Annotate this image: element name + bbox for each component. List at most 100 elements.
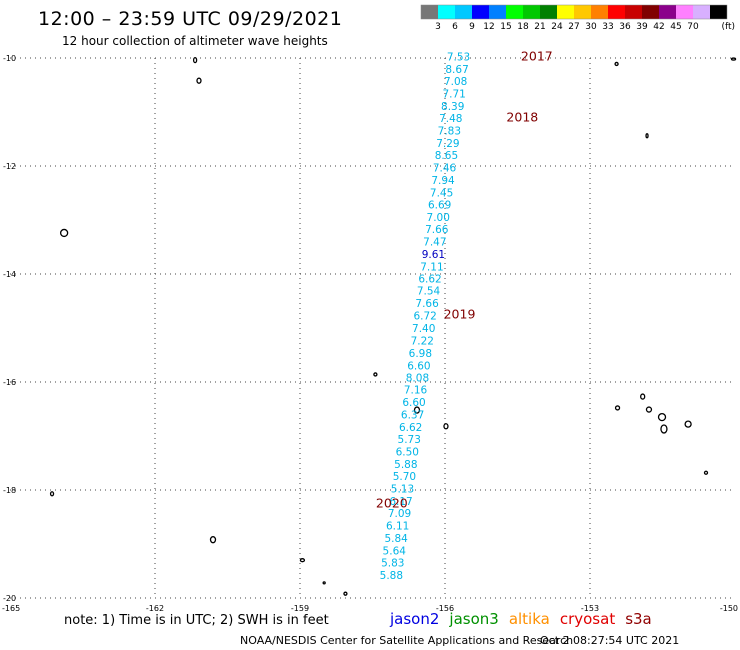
wave-height-value: 7.47 bbox=[423, 237, 446, 249]
color-scale-label: 3 bbox=[435, 22, 441, 32]
x-tick-label: -153 bbox=[581, 604, 599, 613]
y-tick-label: -16 bbox=[3, 378, 16, 387]
color-swatch bbox=[659, 5, 676, 19]
island bbox=[730, 57, 737, 61]
wave-height-value: 6.62 bbox=[418, 273, 441, 285]
color-swatch bbox=[608, 5, 625, 19]
color-swatch bbox=[557, 5, 574, 19]
wave-height-value: 7.11 bbox=[420, 261, 443, 273]
color-swatch bbox=[625, 5, 642, 19]
color-scale-label: 27 bbox=[568, 22, 579, 32]
satellite-s3a: s3a bbox=[625, 610, 652, 628]
wave-height-value: 7.45 bbox=[430, 187, 453, 199]
x-tick-label: -156 bbox=[436, 604, 454, 613]
wave-height-value: 9.61 bbox=[422, 249, 445, 261]
color-scale-label: 9 bbox=[469, 22, 475, 32]
island bbox=[645, 133, 649, 139]
y-tick-label: -10 bbox=[3, 54, 16, 63]
footer-credit-line: NOAA/NESDIS Center for Satellite Applica… bbox=[240, 634, 679, 647]
island bbox=[196, 77, 202, 84]
color-swatch bbox=[693, 5, 710, 19]
wave-height-value: 7.66 bbox=[425, 224, 449, 236]
wave-height-value: 6.60 bbox=[402, 397, 425, 409]
color-swatch bbox=[506, 5, 523, 19]
y-tick-label: -12 bbox=[3, 162, 16, 171]
color-scale-border bbox=[420, 4, 728, 20]
color-swatch bbox=[540, 5, 557, 19]
color-scale-label: 70 bbox=[687, 22, 699, 32]
x-axis-ticks: -165 -162 -159 -156 -153 -150 bbox=[2, 604, 738, 613]
wave-height-value: 6.37 bbox=[401, 409, 424, 421]
island bbox=[684, 420, 692, 428]
color-scale-label: 42 bbox=[653, 22, 664, 32]
color-scale-legend: 3 6 9 12 15 18 21 24 27 30 33 36 39 42 45 70 (ft) bbox=[420, 4, 735, 32]
wave-height-value: 8.39 bbox=[441, 101, 464, 113]
altimeter-track: 7.538.677.087.718.397.487.837.298.657.46… bbox=[380, 51, 471, 581]
wave-height-value: 7.66 bbox=[415, 298, 439, 310]
color-scale-label: 36 bbox=[619, 22, 631, 32]
wave-height-value: 5.88 bbox=[380, 570, 403, 582]
time-label: 2019 bbox=[444, 307, 476, 322]
island bbox=[322, 581, 326, 585]
color-swatch bbox=[489, 5, 506, 19]
x-tick-label: -162 bbox=[146, 604, 164, 613]
wave-height-value: 5.73 bbox=[398, 434, 421, 446]
wave-height-value: 7.00 bbox=[427, 212, 450, 224]
color-scale-label: 6 bbox=[452, 22, 458, 32]
color-scale-label: 12 bbox=[483, 22, 494, 32]
wave-height-value: 5.83 bbox=[381, 557, 404, 569]
color-swatch bbox=[642, 5, 659, 19]
wave-height-value: 7.48 bbox=[439, 113, 462, 125]
color-scale-unit: (ft) bbox=[721, 22, 735, 32]
color-scale-label: 45 bbox=[670, 22, 681, 32]
page-title: 12:00 – 23:59 UTC 09/29/2021 bbox=[38, 8, 343, 30]
lat-lon-grid bbox=[10, 57, 735, 599]
color-swatch bbox=[591, 5, 608, 19]
wave-height-value: 5.88 bbox=[394, 459, 417, 471]
time-label: 2020 bbox=[376, 496, 408, 511]
wave-height-value: 7.53 bbox=[447, 51, 470, 63]
wave-height-value: 7.08 bbox=[444, 76, 467, 88]
wave-height-value: 8.65 bbox=[435, 150, 458, 162]
wave-height-value: 6.50 bbox=[396, 447, 419, 459]
wave-height-value: 6.62 bbox=[399, 422, 422, 434]
y-axis-ticks: -10 -12 -14 -16 -18 -20 bbox=[3, 54, 16, 603]
island bbox=[299, 558, 306, 563]
x-tick-label: -165 bbox=[2, 604, 20, 613]
wave-height-value: 8.08 bbox=[406, 373, 429, 385]
x-tick-label: -159 bbox=[291, 604, 309, 613]
time-labels: 2017 2018 2019 2020 bbox=[376, 48, 553, 510]
y-tick-label: -20 bbox=[3, 594, 16, 603]
wave-height-value: 7.29 bbox=[436, 138, 459, 150]
wave-height-value: 6.11 bbox=[386, 521, 409, 533]
wave-height-value: 5.13 bbox=[391, 483, 414, 495]
island bbox=[343, 591, 348, 596]
color-swatch bbox=[523, 5, 540, 19]
color-swatch bbox=[438, 5, 455, 19]
wave-height-value: 7.46 bbox=[433, 163, 457, 175]
island-outlines bbox=[49, 57, 737, 596]
satellite-jason3: jason3 bbox=[449, 610, 499, 628]
color-swatch bbox=[710, 5, 727, 19]
wave-height-value: 7.54 bbox=[417, 286, 441, 298]
wave-height-value: 5.70 bbox=[393, 471, 416, 483]
island bbox=[443, 423, 449, 430]
time-label: 2018 bbox=[506, 109, 538, 124]
island bbox=[49, 491, 55, 497]
wave-height-value: 6.69 bbox=[428, 199, 451, 211]
island bbox=[614, 61, 619, 67]
y-tick-label: -18 bbox=[3, 486, 16, 495]
island bbox=[192, 57, 198, 64]
wave-height-value: 7.09 bbox=[388, 508, 411, 520]
wave-height-value: 6.60 bbox=[407, 360, 430, 372]
island bbox=[614, 405, 621, 411]
island bbox=[660, 424, 668, 434]
wave-height-value: 7.22 bbox=[411, 335, 434, 347]
wave-height-value: 7.83 bbox=[438, 125, 461, 137]
island bbox=[413, 406, 421, 414]
color-scale-label: 18 bbox=[517, 22, 529, 32]
wave-height-value: 5.84 bbox=[384, 533, 408, 545]
footer-note: note: 1) Time is in UTC; 2) SWH is in fe… bbox=[64, 613, 329, 628]
satellite-legend: jason2 jason3 altika cryosat s3a bbox=[390, 610, 662, 628]
